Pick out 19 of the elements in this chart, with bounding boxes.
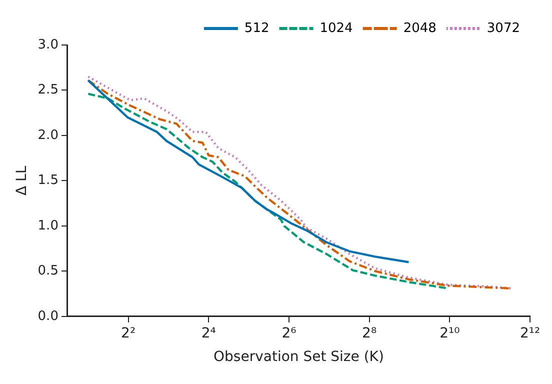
legend-label: 3072 bbox=[486, 20, 520, 36]
x-tick-label: 2⁶ bbox=[282, 325, 297, 342]
x-tick-label: 2⁸ bbox=[362, 325, 377, 342]
legend-label: 2048 bbox=[403, 20, 436, 36]
y-tick-label: 1.5 bbox=[38, 173, 58, 188]
y-tick-label: 2.5 bbox=[38, 82, 58, 98]
x-tick-label: 2² bbox=[121, 325, 136, 342]
x-axis-title: Observation Set Size (K) bbox=[214, 349, 384, 366]
x-tick-label: 2¹² bbox=[520, 325, 540, 342]
y-tick-label: 2.0 bbox=[38, 128, 58, 143]
y-tick-label: 3.0 bbox=[38, 37, 58, 52]
x-tick-label: 2⁴ bbox=[201, 325, 216, 342]
legend-label: 1024 bbox=[320, 20, 353, 36]
y-tick-label: 1.0 bbox=[38, 218, 58, 234]
legend-label: 512 bbox=[244, 20, 270, 36]
y-tick-label: 0.0 bbox=[38, 308, 58, 324]
y-tick-label: 0.5 bbox=[38, 264, 58, 279]
y-axis-title: Δ LL bbox=[14, 166, 30, 196]
x-tick-label: 2¹⁰ bbox=[440, 325, 460, 342]
